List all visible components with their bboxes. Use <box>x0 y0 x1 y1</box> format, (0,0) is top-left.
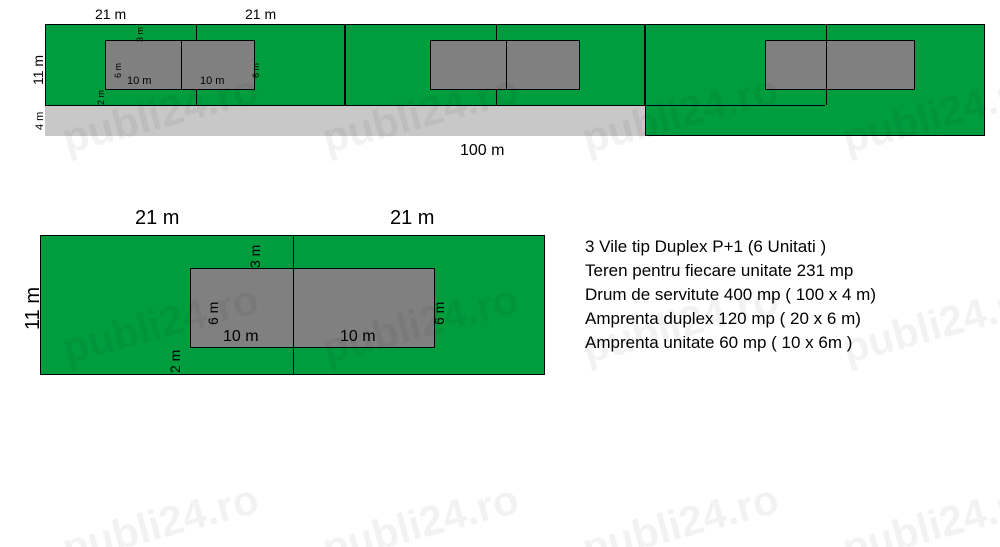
bottom-6m-l: 6 m <box>205 302 221 325</box>
top-p1-2m: 2 m <box>96 90 106 105</box>
bottom-10m-l: 10 m <box>223 328 259 346</box>
desc-line-3: Amprenta duplex 120 mp ( 20 x 6 m) <box>585 307 876 331</box>
top-p1-10m-r: 10 m <box>200 75 224 87</box>
watermark-text: publi24.ro <box>57 475 263 547</box>
top-leftside-label: 11 m <box>30 55 46 85</box>
bottom-6m-r: 6 m <box>431 302 447 325</box>
top-p1-left-6m: 6 m <box>113 63 123 78</box>
desc-line-4: Amprenta unitate 60 mp ( 10 x 6m ) <box>585 331 876 355</box>
desc-line-2: Drum de servitute 400 mp ( 100 x 4 m) <box>585 283 876 307</box>
top-road-label: 4 m <box>34 112 46 130</box>
desc-line-1: Teren pentru fiecare unitate 231 mp <box>585 259 876 283</box>
watermark-text: publi24.ro <box>317 475 523 547</box>
bottom-leftside-label: 11 m <box>22 287 45 330</box>
watermark-text: publi24.ro <box>577 475 783 547</box>
top-p1-top-3m: 3 m <box>135 27 145 42</box>
top-total-width: 100 m <box>460 142 504 160</box>
top-plot1-label-left: 21 m <box>95 6 126 22</box>
desc-line-0: 3 Vile tip Duplex P+1 (6 Unitati ) <box>585 235 876 259</box>
watermark-text: publi24.ro <box>837 475 1000 547</box>
top-p1-10m-l: 10 m <box>127 75 151 87</box>
description-block: 3 Vile tip Duplex P+1 (6 Unitati ) Teren… <box>585 235 876 355</box>
top-plot1-label-right: 21 m <box>245 6 276 22</box>
bottom-label-right: 21 m <box>390 207 434 230</box>
top-plot-3-house <box>765 40 915 90</box>
top-plot-2-house <box>430 40 580 90</box>
bottom-2m: 2 m <box>167 350 183 373</box>
bottom-3m: 3 m <box>247 245 263 268</box>
top-p1-right-6m: 6 m <box>251 63 261 78</box>
bottom-label-left: 21 m <box>135 207 179 230</box>
bottom-10m-r: 10 m <box>340 328 376 346</box>
